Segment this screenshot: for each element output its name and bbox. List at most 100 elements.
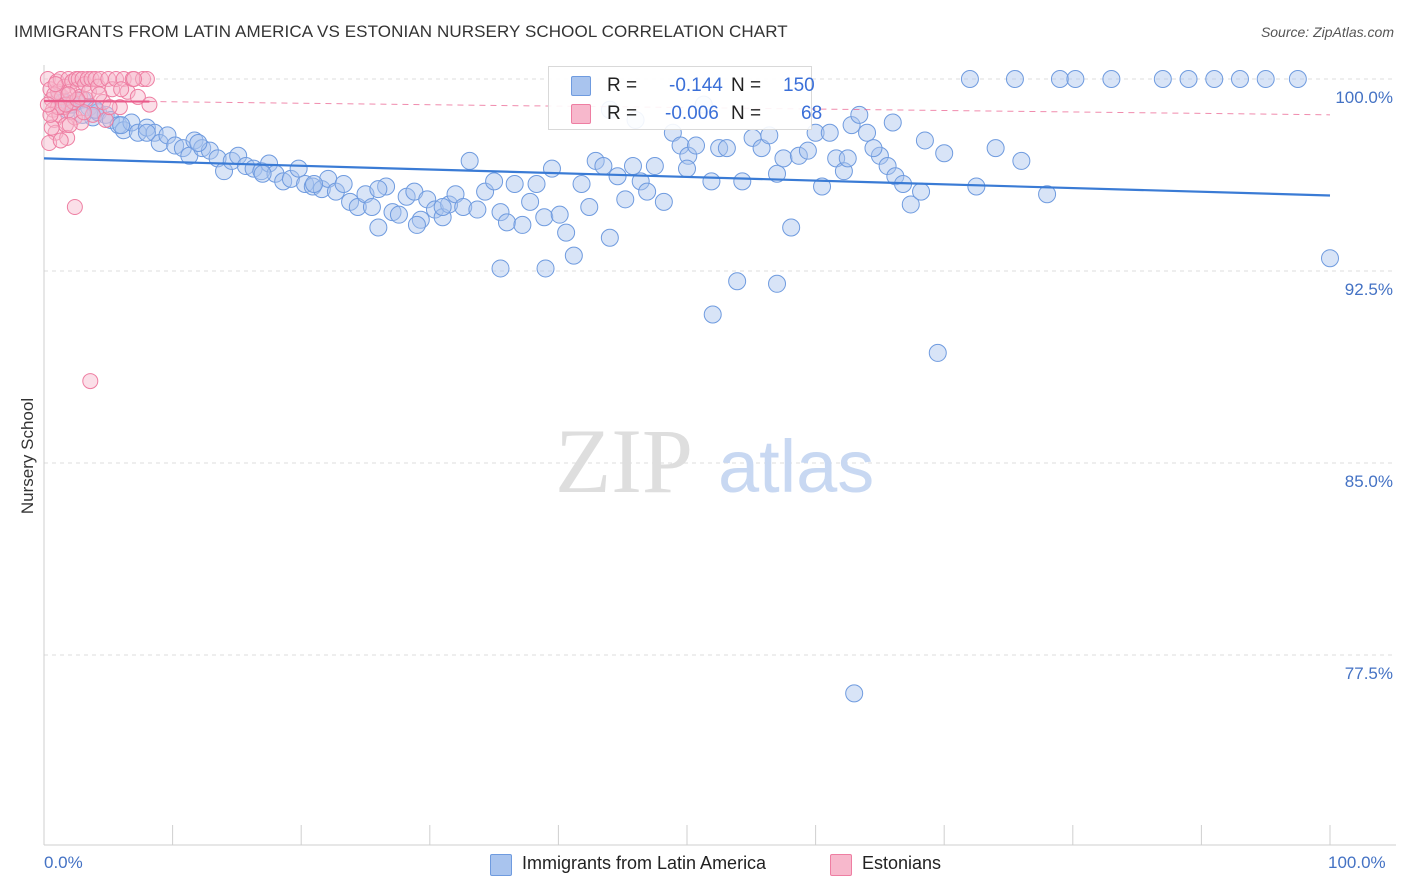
legend-swatch-blue <box>571 76 591 96</box>
data-point-latin-america <box>521 192 540 211</box>
x-tick-label-min: 0.0% <box>44 853 83 872</box>
data-point-latin-america <box>623 157 642 176</box>
data-point-latin-america <box>638 182 657 201</box>
data-point-estonians <box>39 96 56 113</box>
axis-layer <box>43 65 1396 846</box>
data-point-latin-america <box>253 164 272 183</box>
data-point-latin-america <box>1066 70 1085 88</box>
data-point-latin-america <box>289 159 308 178</box>
data-point-latin-america <box>158 126 177 145</box>
data-point-latin-america <box>460 151 479 170</box>
data-point-latin-america <box>189 134 208 152</box>
data-point-estonians <box>82 373 99 390</box>
data-point-latin-america <box>912 182 931 201</box>
data-point-latin-america <box>798 141 817 160</box>
data-point-latin-america <box>1205 70 1224 88</box>
data-point-latin-america <box>1230 70 1249 88</box>
y-tick-label: 100.0% <box>1335 88 1393 107</box>
data-point-estonians <box>138 71 155 87</box>
data-point-latin-america <box>710 139 729 158</box>
data-point-estonians <box>39 71 56 87</box>
data-point-latin-america <box>535 208 554 227</box>
data-point-latin-america <box>137 123 156 142</box>
data-point-latin-america <box>631 172 650 191</box>
data-point-latin-america <box>671 136 690 155</box>
data-point-latin-america <box>564 246 583 265</box>
data-point-latin-america <box>820 123 839 142</box>
data-point-latin-america <box>733 172 752 191</box>
data-point-estonians <box>52 132 69 149</box>
data-point-latin-america <box>864 139 883 158</box>
watermark: ZIP atlas <box>555 410 874 512</box>
data-point-latin-america <box>1179 70 1198 88</box>
legend-r-value: -0.006 <box>665 103 719 124</box>
data-point-estonians <box>66 199 83 215</box>
data-point-latin-america <box>901 195 920 214</box>
data-point-latin-america <box>1005 70 1024 88</box>
data-point-latin-america <box>935 144 954 163</box>
data-point-latin-america <box>1102 70 1121 88</box>
data-point-latin-america <box>838 149 857 168</box>
y-tick-label: 85.0% <box>1345 472 1393 491</box>
data-point-estonians <box>141 96 158 113</box>
data-point-latin-america <box>678 159 696 178</box>
legend-swatch-pink <box>571 104 591 124</box>
series-estonians-points <box>39 71 158 390</box>
data-point-latin-america <box>580 198 599 216</box>
data-point-latin-america <box>717 139 736 158</box>
data-point-latin-america <box>542 159 561 178</box>
data-point-latin-america <box>536 259 555 278</box>
data-point-latin-america <box>1288 70 1307 88</box>
data-point-latin-america <box>260 154 279 173</box>
data-point-latin-america <box>1050 70 1069 88</box>
data-point-latin-america <box>645 157 664 176</box>
data-point-latin-america <box>1256 70 1275 88</box>
y-tick-label: 92.5% <box>1345 280 1393 299</box>
data-point-latin-america <box>497 213 516 232</box>
data-point-latin-america <box>550 205 569 224</box>
bottom-legend-label: Estonians <box>862 853 942 873</box>
correlation-legend: R = -0.144 N = 150 R = -0.006 N = 68 <box>548 66 822 130</box>
data-point-estonians <box>81 83 98 100</box>
data-point-latin-america <box>96 105 115 124</box>
data-point-latin-america <box>485 172 504 191</box>
watermark-zip: ZIP <box>555 410 693 512</box>
data-point-estonians <box>60 86 77 103</box>
data-point-latin-america <box>476 182 495 201</box>
y-tick-label: 77.5% <box>1345 664 1393 683</box>
legend-n-value: 68 <box>801 103 823 124</box>
data-point-estonians <box>126 71 143 87</box>
data-point-latin-america <box>362 198 381 216</box>
data-point-latin-america <box>407 215 426 234</box>
data-point-estonians <box>59 129 76 146</box>
data-point-latin-america <box>112 116 131 135</box>
data-point-latin-america <box>468 200 487 219</box>
data-point-latin-america <box>305 174 324 193</box>
data-point-latin-america <box>782 218 801 237</box>
legend-r-label: R = <box>607 103 638 124</box>
data-point-latin-america <box>774 149 793 168</box>
data-point-latin-america <box>281 169 300 188</box>
bottom-legend-swatch-blue <box>490 854 512 876</box>
data-point-latin-america <box>878 157 897 176</box>
y-axis-title: Nursery School <box>18 397 37 515</box>
trendline-estonians <box>43 99 150 103</box>
data-point-latin-america <box>369 180 388 199</box>
data-point-latin-america <box>870 146 889 165</box>
data-point-latin-america <box>768 274 787 293</box>
data-point-latin-america <box>654 192 673 211</box>
data-point-latin-america <box>600 228 619 247</box>
data-point-estonians <box>113 81 130 98</box>
series-latin-america-points <box>50 70 1339 703</box>
legend-r-label: R = <box>607 75 638 96</box>
data-point-latin-america <box>369 218 388 237</box>
data-point-estonians <box>47 76 64 93</box>
data-point-estonians <box>61 117 78 134</box>
data-point-estonians <box>42 106 59 123</box>
data-point-latin-america <box>858 123 877 142</box>
data-point-latin-america <box>883 113 902 132</box>
data-point-estonians <box>101 99 118 116</box>
data-point-latin-america <box>572 174 591 193</box>
data-point-latin-america <box>527 174 546 193</box>
data-point-latin-america <box>703 305 722 324</box>
